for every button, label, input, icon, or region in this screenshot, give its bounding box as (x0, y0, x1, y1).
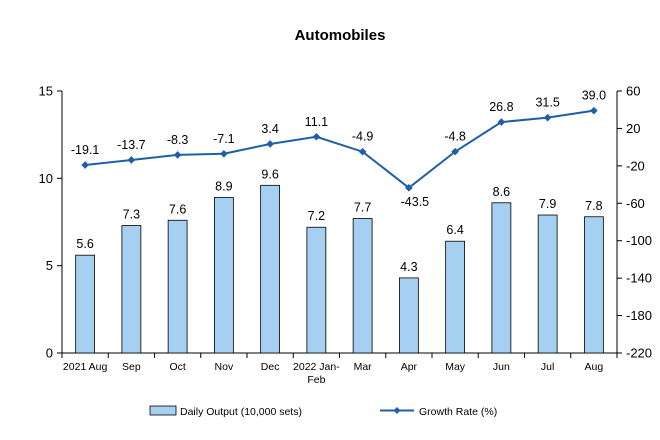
category-label: Jul (541, 361, 554, 373)
legend-bar-label: Daily Output (10,000 sets) (180, 406, 302, 418)
bar (352, 218, 373, 354)
line-point (173, 151, 182, 159)
bar (491, 202, 512, 354)
line-point (81, 161, 89, 169)
bar-value-label: 8.9 (215, 180, 232, 194)
left-y-axis: 0 5 10 15 (39, 84, 618, 361)
chart-title: Automobiles (295, 27, 386, 44)
bar-value-label: 7.2 (308, 209, 325, 223)
bar (537, 214, 558, 354)
bar (213, 197, 234, 354)
legend-line-marker (393, 407, 401, 414)
category-label: Mar (354, 361, 373, 373)
left-axis-tick-label: 0 (46, 346, 53, 361)
category-label: Oct (169, 361, 185, 373)
right-y-axis: 60 20 -20 -60 -100 -140 -180 -220 (616, 84, 652, 361)
bar (167, 219, 188, 354)
left-axis-tick-label: 15 (39, 84, 53, 99)
line-point (497, 118, 506, 126)
line-value-label: -4.8 (444, 130, 466, 144)
bar-value-label: 7.3 (123, 207, 140, 221)
category-label: Nov (215, 361, 234, 373)
line-value-label: -4.9 (352, 130, 374, 144)
category-label: Apr (401, 361, 418, 373)
line-value-label: -43.5 (401, 195, 430, 209)
right-axis-tick-label: -180 (626, 308, 652, 323)
growth-line (85, 109, 595, 190)
right-axis-tick-label: 20 (626, 121, 640, 136)
line-point (266, 140, 274, 148)
category-labels: 2021 Aug Sep Oct Nov Dec 2022 Jan-Feb Mar Apr Ma… (63, 361, 603, 386)
right-axis-tick-label: -220 (626, 346, 652, 361)
bar (260, 184, 281, 354)
bar (445, 240, 466, 354)
bar-value-label: 9.6 (261, 167, 278, 181)
category-label: Aug (585, 361, 604, 373)
right-axis-tick-label: -100 (626, 233, 652, 248)
line-point (543, 113, 552, 122)
bar-value-label: 5.6 (76, 237, 93, 251)
line-value-label: 26.8 (489, 100, 513, 114)
line-point (590, 106, 598, 115)
right-axis-tick-label: -20 (626, 158, 645, 173)
line-point (451, 147, 459, 156)
bar-value-label: 4.3 (400, 260, 417, 274)
line-point (127, 156, 136, 164)
right-axis-tick-label: 60 (626, 84, 640, 99)
legend: Daily Output (10,000 sets) Growth Rate (… (149, 405, 497, 418)
line-point (358, 147, 367, 156)
bar-value-label: 7.8 (585, 199, 602, 213)
line-point (220, 149, 228, 158)
category-label: 2021 Aug (63, 361, 108, 373)
category-label: Jun (493, 361, 510, 373)
line-value-label: -19.1 (71, 143, 100, 157)
bar (75, 254, 96, 354)
line-value-label: -13.7 (117, 138, 146, 152)
line-value-label: -7.1 (213, 132, 235, 146)
legend-line-label: Growth Rate (%) (419, 406, 497, 418)
category-label: Dec (261, 361, 280, 373)
left-axis-tick-label: 10 (39, 171, 53, 186)
bar (398, 277, 419, 354)
line-point (312, 132, 321, 141)
line-value-label: 3.4 (261, 122, 278, 136)
bar (121, 225, 142, 354)
line-point (405, 184, 413, 192)
category-label: Sep (122, 361, 141, 373)
line-value-label: 39.0 (582, 89, 606, 103)
right-axis-tick-label: -140 (626, 271, 652, 286)
bar-value-label: 7.7 (354, 201, 371, 215)
line-value-label: -8.3 (167, 133, 189, 147)
right-axis-tick-label: -60 (626, 196, 645, 211)
bar (306, 226, 327, 354)
bar-value-label: 8.6 (493, 185, 510, 199)
line-series: -19.1 -13.7 -8.3 -7.1 3.4 11.1 -4.9 -43.5 -4.8 26… (71, 89, 606, 209)
line-value-label: 31.5 (535, 96, 559, 110)
left-axis-tick-label: 5 (46, 258, 53, 273)
bar-series: 5.6 7.3 7.6 8.9 9.6 7.2 7.7 4.3 6.4 8.6 7.9 7.8 (75, 167, 604, 354)
bar-value-label: 6.4 (446, 223, 463, 237)
line-value-label: 11.1 (305, 115, 328, 129)
bar-value-label: 7.9 (539, 197, 556, 211)
category-label: May (445, 361, 466, 373)
bar-value-label: 7.6 (169, 202, 186, 216)
legend-bar-swatch (149, 405, 177, 416)
bar (583, 216, 604, 354)
category-label: 2022 Jan-Feb (293, 361, 340, 386)
